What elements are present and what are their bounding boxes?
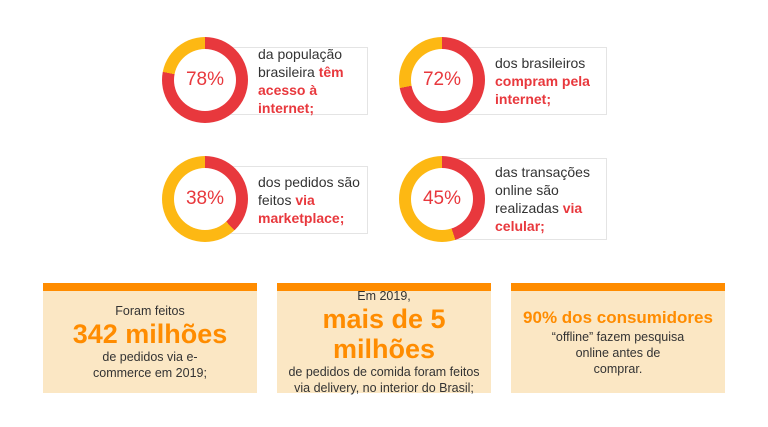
box-headline: 90% dos consumidores [523,308,713,327]
donut-percent: 78% [185,69,225,90]
stat-text: da população brasileira [258,46,343,80]
donut-percent: 45% [422,188,462,209]
box-headline: mais de 5 milhões [322,304,446,364]
donut-chart-1: 78% [162,37,248,123]
box-intro: Em 2019, [357,289,411,303]
stat-text: dos brasileiros [495,55,586,71]
box-detail: “offline” fazem pesquisa online antes de… [551,330,685,376]
box-headline: 342 milhões [72,319,228,349]
info-box-ecommerce: Foram feitos 342 milhões de pedidos via … [43,283,257,393]
donut-chart-4: 45% [399,156,485,242]
stat-highlight: via celular; [495,200,583,234]
info-box-delivery: Em 2019, mais de 5 milhões de pedidos de… [277,283,491,395]
box-detail: de pedidos de comida foram feitos via de… [288,365,480,395]
stat-highlight: compram pela internet; [495,73,590,107]
box-detail: de pedidos via e-commerce em 2019; [93,350,207,380]
donut-chart-3: 38% [162,156,248,242]
stat-text: dos pedidos são feitos [258,174,360,208]
donut-percent: 38% [185,188,225,209]
stat-highlight: via marketplace; [258,192,345,226]
info-box-consumers: 90% dos consumidores “offline” fazem pes… [511,283,725,393]
donut-percent: 72% [422,69,462,90]
box-intro: Foram feitos [115,304,185,318]
stat-text: das transações online são realizadas [495,164,590,216]
stat-highlight: têm acesso à internet; [258,64,344,116]
donut-chart-2: 72% [399,37,485,123]
